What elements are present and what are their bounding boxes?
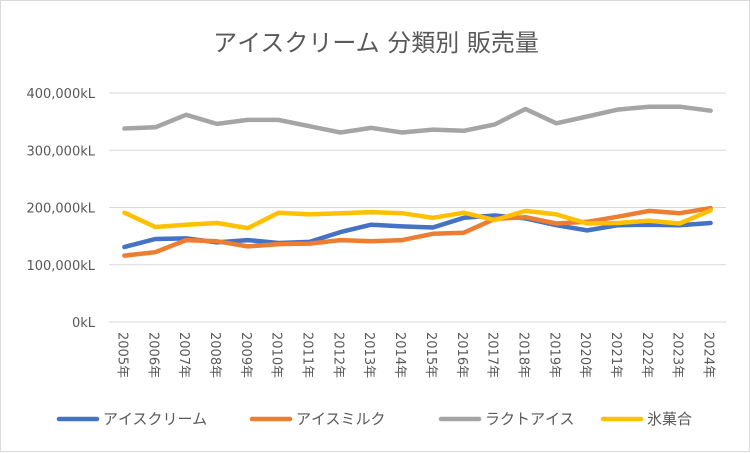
x-tick-label: 2012年 [330, 332, 345, 378]
legend-label: アイスクリーム [103, 410, 207, 428]
x-tick-label: 2019年 [546, 332, 561, 378]
legend-label: ラクトアイス [485, 410, 575, 428]
series-line-1 [122, 205, 713, 258]
legend: アイスクリーム アイスミルク ラクトアイス 氷菓合 [56, 410, 692, 428]
y-axis-ticks: 0kL 100,000kL 200,000kL 300,000kL 400,000kL [26, 87, 95, 331]
x-tick-label: 2017年 [485, 332, 500, 378]
x-tick-label: 2022年 [639, 332, 654, 378]
series-lines [122, 104, 713, 258]
x-tick-label: 2009年 [238, 332, 253, 378]
x-tick-label: 2018年 [515, 332, 530, 378]
chart-title: アイスクリーム 分類別 販売量 [213, 29, 539, 57]
series-line-2 [122, 104, 713, 135]
gridlines [109, 92, 726, 323]
x-tick-label: 2005年 [114, 332, 129, 378]
y-tick-label: 100,000kL [26, 259, 95, 274]
y-tick-label: 200,000kL [26, 202, 95, 217]
x-tick-label: 2010年 [269, 332, 284, 378]
x-tick-label: 2024年 [701, 332, 716, 378]
legend-label: 氷菓合 [647, 410, 692, 428]
x-tick-label: 2008年 [207, 332, 222, 378]
x-tick-label: 2023年 [670, 332, 685, 378]
y-tick-label: 0kL [72, 316, 96, 331]
y-tick-label: 300,000kL [26, 144, 95, 159]
x-tick-label: 2020年 [577, 332, 592, 378]
series-line-3 [122, 208, 713, 231]
x-tick-label: 2007年 [176, 332, 191, 378]
x-tick-label: 2014年 [392, 332, 407, 378]
x-tick-label: 2016年 [454, 332, 469, 378]
legend-label: アイスミルク [296, 410, 386, 428]
x-axis-ticks: 2005年 2006年 2007年 2008年 2009年 2010年 2011年 2012年… [114, 332, 715, 378]
y-tick-label: 400,000kL [26, 87, 95, 102]
x-tick-label: 2015年 [423, 332, 438, 378]
x-tick-label: 2013年 [361, 332, 376, 378]
x-tick-label: 2011年 [300, 332, 315, 378]
x-tick-label: 2021年 [608, 332, 623, 378]
x-tick-label: 2006年 [145, 332, 160, 378]
